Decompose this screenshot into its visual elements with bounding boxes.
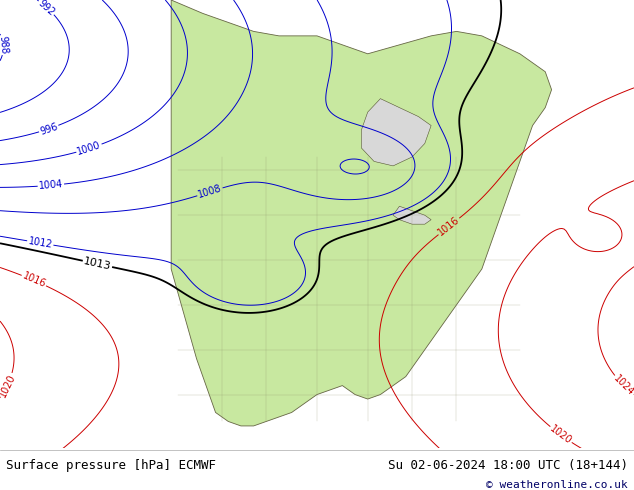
- Text: 1024: 1024: [611, 373, 634, 397]
- Polygon shape: [171, 0, 552, 426]
- Polygon shape: [361, 98, 431, 166]
- Text: Surface pressure [hPa] ECMWF: Surface pressure [hPa] ECMWF: [6, 459, 216, 471]
- Text: Su 02-06-2024 18:00 UTC (18+144): Su 02-06-2024 18:00 UTC (18+144): [387, 459, 628, 471]
- Text: 1016: 1016: [436, 215, 462, 238]
- Text: © weatheronline.co.uk: © weatheronline.co.uk: [486, 480, 628, 490]
- Text: 1012: 1012: [27, 236, 53, 250]
- Text: 1016: 1016: [21, 271, 47, 290]
- Text: 1020: 1020: [0, 372, 17, 399]
- Text: 1000: 1000: [76, 140, 102, 157]
- Text: 1020: 1020: [548, 423, 574, 446]
- Text: 996: 996: [39, 121, 59, 137]
- Text: 1008: 1008: [197, 183, 223, 200]
- Text: 992: 992: [36, 0, 57, 18]
- Text: 988: 988: [0, 35, 9, 54]
- Text: 1004: 1004: [38, 179, 63, 191]
- Text: 1013: 1013: [82, 256, 112, 272]
- Polygon shape: [393, 206, 431, 224]
